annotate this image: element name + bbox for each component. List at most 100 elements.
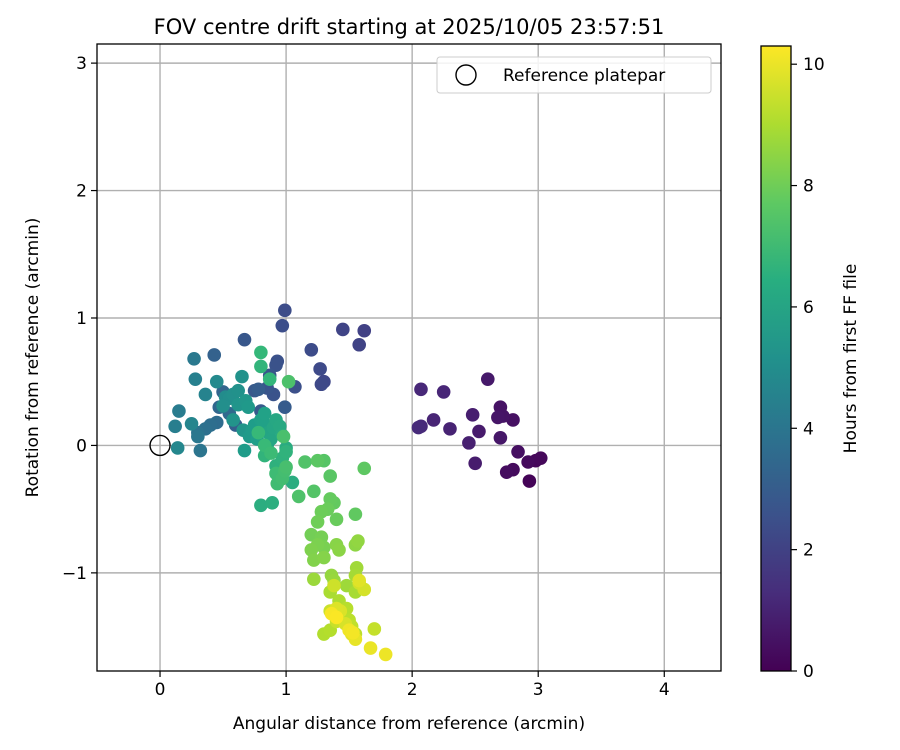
x-tick-label: 0: [155, 680, 166, 700]
colorbar-label: Hours from first FF file: [841, 264, 861, 454]
plot-frame: [96, 43, 722, 672]
data-point: [323, 469, 338, 483]
data-point: [251, 425, 266, 440]
x-tick-label: 2: [407, 680, 418, 700]
data-point: [251, 382, 266, 397]
data-point: [275, 318, 290, 333]
colorbar-gradient: [761, 46, 791, 671]
data-point: [231, 383, 245, 398]
data-point: [278, 400, 292, 415]
data-point: [317, 550, 331, 565]
data-point: [278, 303, 292, 318]
data-point: [191, 429, 205, 444]
data-point: [254, 359, 268, 374]
data-point: [352, 573, 367, 588]
x-tick-label: 4: [659, 680, 670, 700]
data-point: [363, 641, 378, 655]
data-point: [235, 369, 249, 384]
data-point: [465, 408, 480, 422]
data-point: [237, 332, 252, 347]
data-point: [168, 419, 182, 434]
legend-marker-icon: [455, 64, 477, 86]
data-point: [521, 455, 535, 469]
data-point: [209, 374, 224, 389]
data-point: [313, 362, 327, 376]
data-point: [307, 484, 321, 499]
colorbar-ticks: 0 2 4 6 8 10: [791, 55, 825, 682]
colorbar-tick-label: 0: [803, 662, 814, 682]
data-point: [491, 410, 505, 425]
data-point: [352, 337, 367, 352]
data-point: [323, 492, 338, 506]
data-point: [281, 374, 296, 389]
data-point: [348, 507, 363, 522]
data-point: [357, 461, 372, 476]
data-point: [310, 453, 325, 468]
data-point: [188, 372, 203, 386]
data-point: [172, 404, 186, 418]
data-point: [304, 343, 319, 357]
x-axis-ticks: 0 1 2 3 4: [155, 671, 670, 700]
data-point: [226, 413, 240, 427]
data-point: [310, 515, 325, 529]
colorbar-frame: [760, 45, 792, 672]
data-point: [426, 413, 441, 427]
data-point: [493, 430, 508, 445]
data-point: [237, 443, 252, 458]
colorbar-tick-label: 2: [803, 541, 814, 561]
data-point: [254, 498, 268, 513]
data-point: [264, 446, 278, 460]
data-point: [198, 387, 213, 402]
data-point: [184, 416, 199, 431]
data-point: [314, 377, 329, 392]
data-point: [304, 543, 319, 557]
reference-platepar-marker: [149, 434, 171, 457]
data-point: [436, 385, 451, 399]
data-point: [241, 400, 256, 415]
y-axis-ticks: −1 0 1 2 3: [62, 54, 97, 584]
y-axis-label: Rotation from reference (arcmin): [23, 218, 43, 498]
data-point: [414, 382, 428, 397]
data-point: [279, 445, 293, 459]
data-point: [522, 474, 537, 488]
data-points: [168, 303, 548, 662]
y-tick-label: 3: [76, 54, 87, 74]
x-axis-label: Angular distance from reference (arcmin): [233, 714, 585, 734]
data-point: [351, 534, 365, 548]
data-point: [207, 348, 222, 362]
colorbar-tick-label: 10: [803, 55, 825, 75]
colorbar-tick-label: 6: [803, 298, 814, 318]
data-point: [511, 445, 525, 459]
data-point: [367, 622, 382, 636]
data-point: [298, 455, 312, 469]
data-point: [257, 406, 272, 421]
y-tick-label: 1: [76, 309, 87, 329]
data-point: [499, 465, 514, 479]
data-point: [276, 429, 291, 444]
data-point: [533, 451, 548, 465]
chart-title: FOV centre drift starting at 2025/10/05 …: [154, 15, 665, 39]
legend-box: [436, 56, 712, 94]
data-point: [307, 572, 321, 587]
data-point: [187, 351, 201, 366]
data-point: [332, 543, 346, 557]
data-point: [336, 322, 350, 337]
data-point: [170, 441, 185, 455]
data-point: [378, 647, 393, 662]
data-point: [279, 460, 293, 474]
colorbar: 0 2 4 6 8 10 Hours from first FF file: [760, 45, 861, 682]
legend-label: Reference platepar: [503, 66, 665, 86]
y-tick-label: 0: [76, 436, 87, 456]
legend: Reference platepar: [436, 56, 712, 94]
data-point: [262, 372, 277, 386]
x-tick-label: 1: [281, 680, 292, 700]
data-point: [269, 358, 283, 372]
data-point: [468, 456, 482, 471]
data-point: [480, 372, 495, 386]
data-point: [329, 512, 344, 527]
data-point: [443, 422, 457, 436]
data-point: [254, 345, 268, 360]
colorbar-tick-label: 8: [803, 177, 814, 197]
data-point: [314, 504, 329, 519]
